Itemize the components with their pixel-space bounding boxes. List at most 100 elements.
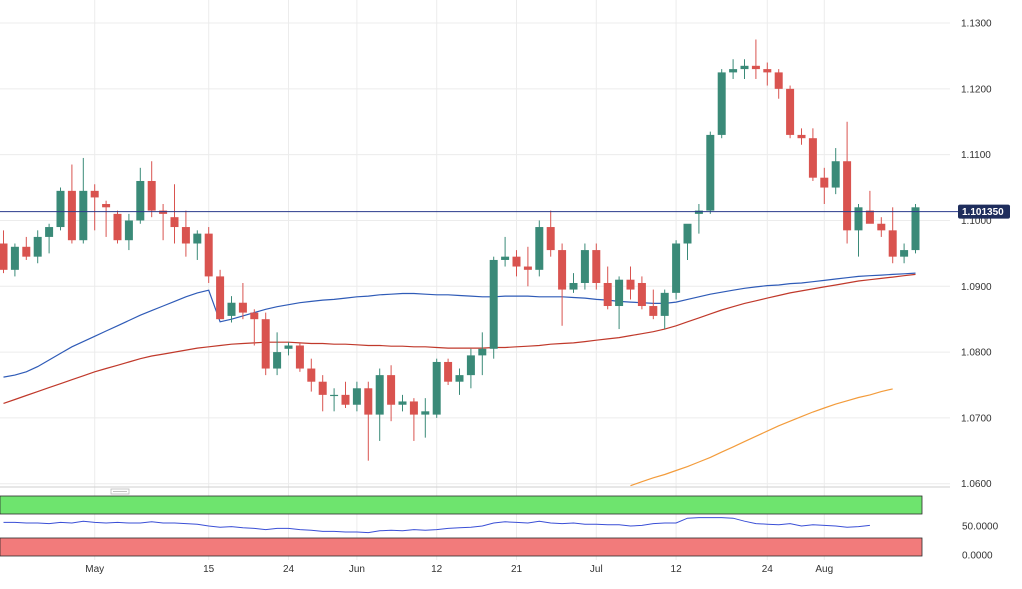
candle-body <box>216 276 224 319</box>
candle-body <box>399 401 407 404</box>
candle <box>22 237 30 260</box>
candle-body <box>741 66 749 69</box>
x-tick-label: May <box>85 564 104 575</box>
candle-body <box>0 244 8 270</box>
candle-body <box>490 260 498 349</box>
candle <box>330 388 338 411</box>
pane-separator[interactable] <box>0 487 950 494</box>
y-tick-label: 1.1200 <box>961 84 992 95</box>
candle-body <box>752 66 760 69</box>
candle-body <box>718 72 726 135</box>
candle-body <box>228 303 236 316</box>
candle <box>148 161 156 217</box>
candle-body <box>535 227 543 270</box>
candle <box>684 224 692 260</box>
candle <box>376 369 384 441</box>
candle <box>535 220 543 276</box>
candlesticks <box>0 39 920 460</box>
candle-body <box>763 69 771 72</box>
candle <box>581 244 589 290</box>
candle-body <box>364 388 372 414</box>
y-axis-labels: 1.1300 1.1200 1.1100 1.1000 1.0900 1.0800 1.07… <box>961 19 992 491</box>
y-tick-label: 1.1100 <box>961 150 991 161</box>
candle <box>342 382 350 408</box>
candle <box>205 227 213 283</box>
overbought-zone <box>0 496 922 514</box>
candle <box>250 309 258 345</box>
candle-body <box>387 375 395 405</box>
candle-body <box>11 247 19 270</box>
candle <box>615 276 623 329</box>
candle-body <box>182 227 190 243</box>
candle <box>900 244 908 264</box>
candle <box>798 128 806 144</box>
candle-body <box>307 369 315 382</box>
candle-body <box>478 349 486 356</box>
x-tick-label: 12 <box>671 564 683 575</box>
candle <box>501 237 509 267</box>
x-tick-label: Aug <box>815 564 833 575</box>
moving-average-line-3 <box>631 389 893 486</box>
candle <box>661 290 669 329</box>
candle-body <box>809 138 817 177</box>
candle <box>672 240 680 299</box>
candle-body <box>820 178 828 188</box>
candle-body <box>889 230 897 256</box>
candle-body <box>171 217 179 227</box>
candle <box>706 132 714 214</box>
candle-body <box>285 346 293 349</box>
candle <box>558 244 566 326</box>
candle <box>136 168 144 224</box>
candle <box>695 204 703 234</box>
candle <box>410 398 418 441</box>
candle-body <box>444 362 452 382</box>
candle <box>45 224 53 254</box>
candle-body <box>900 250 908 257</box>
candle-body <box>877 224 885 231</box>
candle-body <box>136 181 144 220</box>
moving-average-line-1 <box>4 273 916 377</box>
oscillator-pane <box>0 496 922 556</box>
oscillator-axis-labels: 50.00000.0000 <box>962 522 999 562</box>
oscillator-tick-label: 50.0000 <box>962 522 999 533</box>
candle <box>114 211 122 244</box>
y-tick-label: 1.0900 <box>961 282 992 293</box>
candle <box>763 63 771 86</box>
candle <box>809 128 817 181</box>
candle-body <box>376 375 384 414</box>
candle-body <box>855 207 863 230</box>
candle-body <box>832 161 840 187</box>
candle <box>193 230 201 260</box>
candle-body <box>342 395 350 405</box>
x-tick-label: 21 <box>511 564 523 575</box>
candle-body <box>410 401 418 414</box>
candle <box>262 313 270 376</box>
candle-body <box>604 283 612 306</box>
candle <box>102 201 110 237</box>
x-tick-label: 15 <box>203 564 215 575</box>
candle <box>889 207 897 263</box>
candle-body <box>125 220 133 240</box>
candle <box>524 247 532 286</box>
candle <box>353 382 361 412</box>
x-axis-labels: May 15 24 Jun 12 21 Jul 12 24 Aug <box>85 564 833 575</box>
x-tick-label: 24 <box>762 564 774 575</box>
candle-body <box>467 355 475 375</box>
candle <box>159 204 167 240</box>
candle <box>490 257 498 359</box>
candle-body <box>421 411 429 414</box>
candle-body <box>91 191 99 198</box>
candle <box>285 342 293 355</box>
candle <box>547 211 555 257</box>
candle <box>444 359 452 385</box>
candle <box>307 359 315 392</box>
candle-body <box>501 257 509 260</box>
candle-body <box>843 161 851 230</box>
candle-body <box>524 267 532 270</box>
candle-body <box>706 135 714 211</box>
candle <box>866 191 874 224</box>
candle <box>68 165 76 244</box>
candle-body <box>34 237 42 257</box>
candle-body <box>193 234 201 244</box>
